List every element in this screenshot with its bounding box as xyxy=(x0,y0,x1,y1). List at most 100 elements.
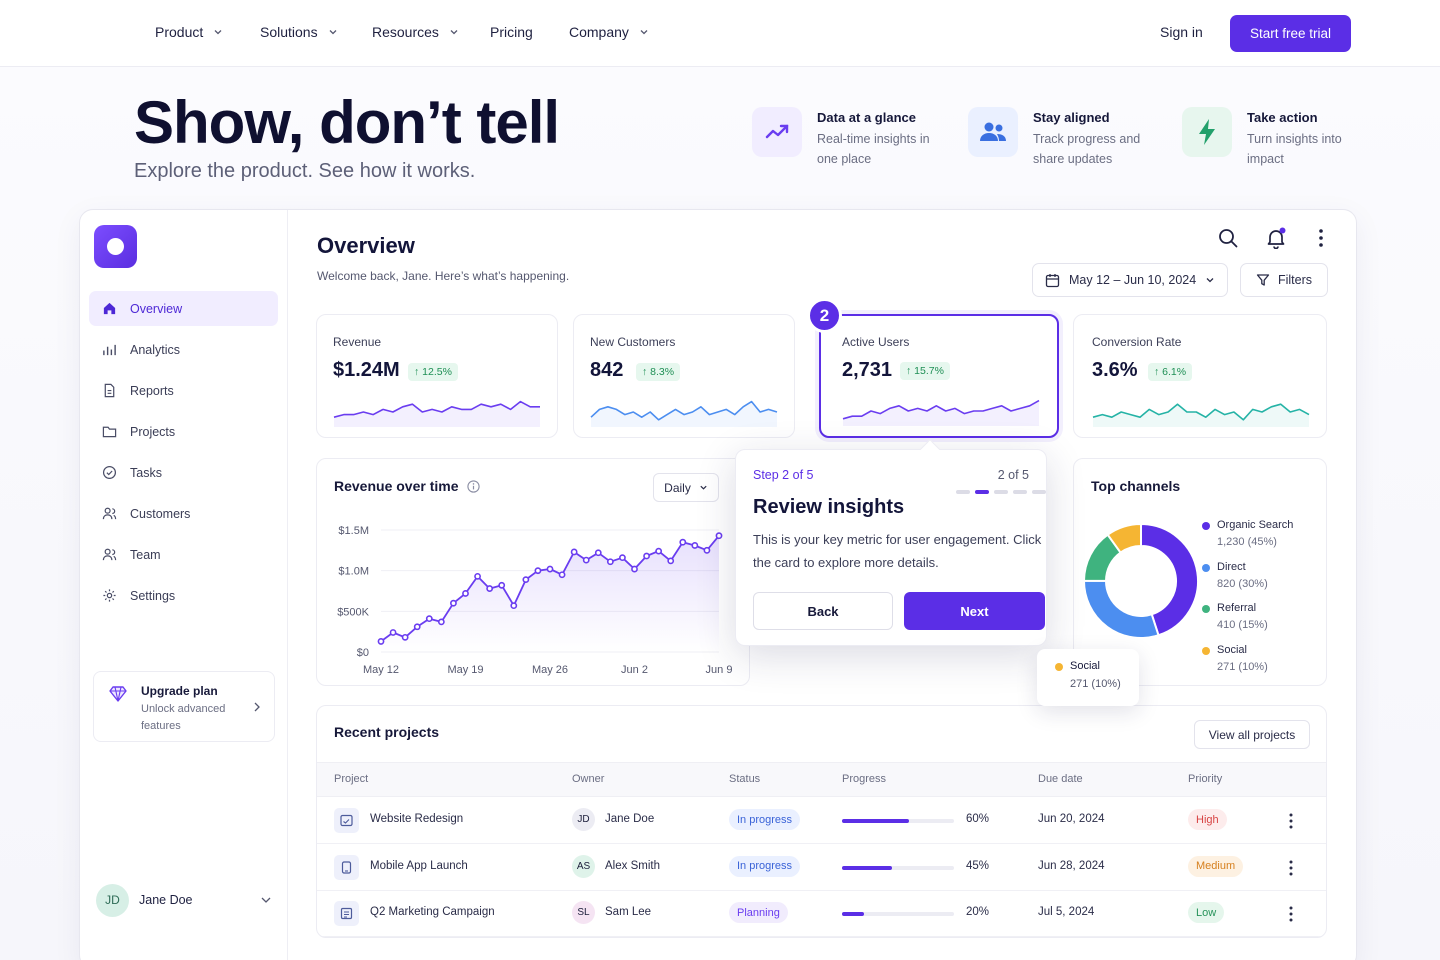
upgrade-plan-card[interactable]: Upgrade plan Unlock advanced features xyxy=(93,671,275,742)
row-more-options-icon[interactable] xyxy=(1283,905,1299,923)
data-point xyxy=(606,558,614,566)
feature-title: Stay aligned xyxy=(1033,110,1110,125)
legend-value: 271 (10%) xyxy=(1217,660,1268,673)
legend-label: Referral xyxy=(1217,602,1257,614)
data-point xyxy=(413,623,421,631)
tour-back-button[interactable]: Back xyxy=(753,592,893,630)
data-point xyxy=(667,557,675,565)
kpi-card-active-users[interactable]: Active Users 2,731 ↑ 15.7% xyxy=(819,314,1059,438)
owner-avatar: AS xyxy=(572,854,595,878)
project-name[interactable]: Website Redesign xyxy=(370,813,464,825)
tooltip-series-value: 271 (10%) xyxy=(1070,678,1121,690)
users-icon xyxy=(968,107,1018,157)
sidebar-item-label: Team xyxy=(130,547,161,562)
top-channels-title: Top channels xyxy=(1091,478,1181,494)
donut-slice-social[interactable] xyxy=(1106,522,1142,554)
bell-icon[interactable] xyxy=(1265,227,1287,249)
date-range-picker[interactable]: May 12 – Jun 10, 2024 xyxy=(1032,263,1229,297)
kpi-sparkline xyxy=(333,400,540,427)
x-tick-label: Jun 9 xyxy=(706,664,733,676)
kpi-sparkline xyxy=(590,400,778,427)
sign-in-link[interactable]: Sign in xyxy=(1160,24,1203,40)
legend-value: 820 (30%) xyxy=(1217,577,1268,590)
sidebar-item-analytics[interactable]: Analytics xyxy=(89,332,278,367)
sidebar-item-team[interactable]: Team xyxy=(89,537,278,572)
column-header: Priority xyxy=(1188,773,1223,785)
data-point xyxy=(715,532,723,540)
search-icon[interactable] xyxy=(1217,227,1239,249)
sidebar-item-customers[interactable]: Customers xyxy=(89,496,278,531)
table-row[interactable]: Website Redesign JD Jane Doe In progress 60%… xyxy=(317,798,1326,844)
row-more-options-icon[interactable] xyxy=(1283,812,1299,830)
tooltip-swatch xyxy=(1055,663,1063,671)
due-date: Jul 5, 2024 xyxy=(1038,906,1095,918)
period-select[interactable]: Daily xyxy=(653,473,719,502)
chevron-down-icon xyxy=(640,30,648,35)
nav-company[interactable]: Company xyxy=(569,24,649,40)
lightning-icon xyxy=(1182,107,1232,157)
due-date: Jun 20, 2024 xyxy=(1038,813,1105,825)
kpi-card-conversion-rate[interactable]: Conversion Rate 3.6% ↑ 6.1% xyxy=(1073,314,1327,438)
column-header: Due date xyxy=(1038,773,1083,785)
nav-solutions[interactable]: Solutions xyxy=(260,24,338,40)
nav-pricing[interactable]: Pricing xyxy=(490,24,533,40)
view-all-projects-button[interactable]: View all projects xyxy=(1194,720,1310,749)
info-icon[interactable] xyxy=(466,479,480,493)
chevron-down-icon xyxy=(329,30,337,35)
sidebar-item-overview[interactable]: Overview xyxy=(89,291,278,326)
sparkline-line xyxy=(1092,403,1310,421)
nav-resources[interactable]: Resources xyxy=(372,24,459,40)
priority-badge: High xyxy=(1188,809,1227,830)
revenue-card-title-text: Revenue over time xyxy=(334,478,459,494)
team-icon xyxy=(102,548,117,561)
data-point xyxy=(703,546,711,554)
row-more-options-icon[interactable] xyxy=(1283,859,1299,877)
owner-name: Jane Doe xyxy=(605,813,655,825)
gear-icon xyxy=(103,589,116,602)
sidebar-item-settings[interactable]: Settings xyxy=(89,578,278,613)
legend-label: Organic Search xyxy=(1217,519,1294,531)
sidebar-item-tasks[interactable]: Tasks xyxy=(89,455,278,490)
tour-popover: Step 2 of 5 2 of 5 Review insights This … xyxy=(735,439,1047,646)
nav-product[interactable]: Product xyxy=(155,24,223,40)
legend-swatch xyxy=(1202,646,1210,655)
channels-donut-chart xyxy=(1082,522,1199,639)
filters-button[interactable]: Filters xyxy=(1240,263,1328,297)
sidebar-item-reports[interactable]: Reports xyxy=(89,373,278,408)
sidebar-item-label: Tasks xyxy=(130,465,162,480)
feature-desc: Track progress and share updates xyxy=(1033,132,1141,166)
table-row[interactable]: Q2 Marketing Campaign SL Sam Lee Planning 20… xyxy=(317,891,1326,937)
table-row[interactable]: Mobile App Launch AS Alex Smith In progress… xyxy=(317,845,1326,891)
start-free-trial-button[interactable]: Start free trial xyxy=(1230,15,1351,52)
feature-stay-aligned: Stay aligned Track progress and share upd… xyxy=(968,107,1158,169)
more-options-icon[interactable] xyxy=(1310,227,1332,249)
mobile-icon xyxy=(334,854,359,880)
table-header: Project Owner Status Progress Due date P… xyxy=(317,762,1326,797)
home-icon xyxy=(103,302,116,315)
column-header: Project xyxy=(334,773,369,785)
app-logo[interactable] xyxy=(94,225,137,268)
chevron-down-icon xyxy=(1206,278,1214,283)
tour-progress-dot xyxy=(1032,490,1046,494)
revenue-area xyxy=(381,535,719,652)
project-name[interactable]: Q2 Marketing Campaign xyxy=(370,906,495,918)
donut-slice-organic-search[interactable] xyxy=(1140,522,1199,637)
filter-icon xyxy=(1256,274,1270,286)
campaign-icon xyxy=(334,901,359,926)
nav-resources-label: Resources xyxy=(372,24,439,40)
kpi-card-new-customers[interactable]: New Customers 842 ↑ 8.3% xyxy=(573,314,795,438)
y-tick-label: $1.5M xyxy=(338,525,369,537)
tour-progress-dots xyxy=(956,490,1046,494)
sidebar-item-label: Customers xyxy=(130,506,191,521)
tour-next-button[interactable]: Next xyxy=(904,592,1045,630)
tour-step-count: 2 of 5 xyxy=(997,468,1029,482)
status-badge: In progress xyxy=(729,855,801,877)
tour-progress-dot xyxy=(975,490,989,494)
hero-subtitle: Explore the product. See how it works. xyxy=(134,160,476,182)
project-name[interactable]: Mobile App Launch xyxy=(370,859,468,872)
donut-slice-direct[interactable] xyxy=(1083,579,1160,639)
kpi-card-revenue[interactable]: Revenue $1.24M ↑ 12.5% xyxy=(316,314,558,438)
legend-label: Direct xyxy=(1217,560,1246,573)
user-menu[interactable]: JD Jane Doe xyxy=(96,882,274,918)
sidebar-item-projects[interactable]: Projects xyxy=(89,414,278,449)
